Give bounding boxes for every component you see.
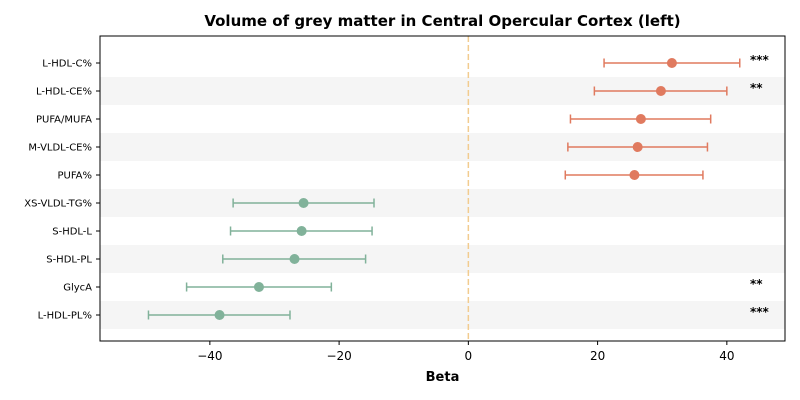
estimate-row: *** xyxy=(603,53,770,68)
y-tick-label: GlycA xyxy=(63,283,92,294)
x-axis-label: Beta xyxy=(426,370,460,385)
point-estimate xyxy=(253,282,264,292)
estimate-row xyxy=(229,226,373,236)
y-tick-label: M-VLDL-CE% xyxy=(28,143,92,154)
plot-frame xyxy=(99,35,786,342)
estimate-row: *** xyxy=(147,305,770,320)
x-tick-label: 20 xyxy=(590,349,605,363)
y-tick-label: PUFA% xyxy=(57,171,92,182)
estimate-row xyxy=(232,198,375,208)
significance-label: *** xyxy=(750,53,770,67)
y-tick-label: L-HDL-C% xyxy=(42,59,92,70)
x-tick-label: −20 xyxy=(326,349,351,363)
data-marks: ********** xyxy=(147,53,770,320)
y-tick-label: L-HDL-PL% xyxy=(38,311,92,322)
row-bands xyxy=(100,77,785,329)
significance-label: *** xyxy=(750,305,770,319)
estimate-row xyxy=(569,114,712,124)
x-tick-label: 0 xyxy=(465,349,473,363)
x-tick-label: 40 xyxy=(719,349,734,363)
point-estimate xyxy=(296,226,307,236)
x-tick-label: −40 xyxy=(197,349,222,363)
y-tick-label: L-HDL-CE% xyxy=(36,87,92,98)
estimate-row xyxy=(567,142,709,152)
significance-label: ** xyxy=(750,277,763,291)
y-tick-label: S-HDL-PL xyxy=(46,255,92,266)
point-estimate xyxy=(214,310,225,320)
significance-label: ** xyxy=(750,81,763,95)
point-estimate xyxy=(629,170,640,180)
point-estimate xyxy=(635,114,646,124)
y-tick-label: S-HDL-L xyxy=(52,227,92,238)
row-band xyxy=(100,245,785,273)
estimate-row: ** xyxy=(593,81,763,96)
point-estimate xyxy=(298,198,309,208)
estimate-row xyxy=(222,254,367,264)
y-tick-label: PUFA/MUFA xyxy=(36,115,92,126)
estimate-row xyxy=(564,170,704,180)
y-tick-label: XS-VLDL-TG% xyxy=(24,199,92,210)
point-estimate xyxy=(289,254,300,264)
x-axis: −40 −20 0 20 40 xyxy=(197,341,734,363)
point-estimate xyxy=(655,86,666,96)
point-estimate xyxy=(632,142,643,152)
row-band xyxy=(100,189,785,217)
y-axis: L-HDL-C% L-HDL-CE% PUFA/MUFA M-VLDL-CE% PUFA… xyxy=(24,59,100,322)
point-estimate xyxy=(666,58,677,68)
estimate-row: ** xyxy=(185,277,763,292)
chart-title: Volume of grey matter in Central Opercul… xyxy=(204,12,680,30)
